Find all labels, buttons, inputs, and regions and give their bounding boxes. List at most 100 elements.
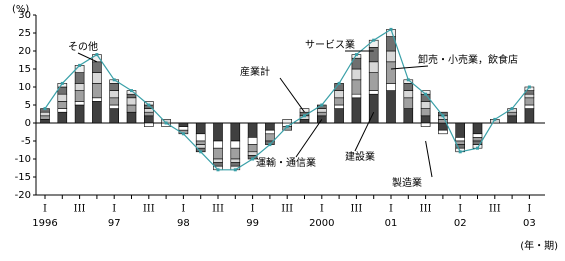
bar-segment bbox=[195, 133, 206, 142]
y-unit: (%) bbox=[12, 4, 29, 15]
series-label: 建設業 bbox=[345, 150, 375, 163]
x-tick-label: I bbox=[320, 204, 324, 215]
bar-segment bbox=[438, 129, 448, 135]
total-marker bbox=[389, 27, 393, 31]
bar-segment bbox=[126, 97, 137, 106]
bar-segment bbox=[368, 90, 379, 95]
bar-segment bbox=[230, 158, 241, 163]
x-tick-label: I bbox=[458, 204, 462, 215]
total-marker bbox=[130, 89, 133, 93]
x-year-label: 2000 bbox=[309, 218, 334, 229]
bar-segment bbox=[420, 122, 431, 127]
bar-segment bbox=[420, 108, 431, 117]
bar-segment bbox=[403, 108, 414, 124]
total-marker bbox=[43, 107, 47, 111]
total-marker bbox=[372, 38, 376, 42]
bar-segment bbox=[230, 140, 241, 149]
bar-segment bbox=[351, 97, 362, 124]
bar-segment bbox=[74, 90, 85, 102]
bar-segment bbox=[455, 137, 466, 142]
bar-segment bbox=[334, 108, 344, 124]
bar-segment bbox=[57, 111, 68, 124]
bar-segment bbox=[144, 111, 154, 117]
y-tick-label: 0 bbox=[25, 118, 31, 129]
bar-segment bbox=[334, 90, 344, 99]
bar-segment bbox=[403, 97, 414, 109]
bar-segment bbox=[351, 93, 362, 99]
label-arrow bbox=[390, 65, 429, 70]
bar-segment bbox=[368, 72, 379, 91]
bar-segment bbox=[334, 104, 344, 109]
bar-segment bbox=[144, 122, 154, 127]
x-tick-label: III bbox=[350, 204, 362, 215]
bar-segment bbox=[213, 147, 223, 160]
bar-segment bbox=[195, 140, 206, 145]
y-tick-label: -20 bbox=[15, 190, 31, 201]
bar-segment bbox=[74, 101, 85, 106]
bar-segment bbox=[109, 97, 119, 106]
total-marker bbox=[216, 168, 220, 172]
bar-segment bbox=[403, 90, 414, 99]
total-marker bbox=[493, 117, 497, 121]
total-marker bbox=[78, 63, 82, 67]
series-label: 産業計 bbox=[240, 65, 270, 78]
x-year-label: 99 bbox=[246, 218, 259, 229]
series-label: サービス業 bbox=[305, 38, 355, 51]
bar-segment bbox=[438, 122, 448, 131]
y-tick-label: -10 bbox=[15, 154, 31, 165]
x-tick-label: III bbox=[489, 204, 501, 215]
x-year-label: 02 bbox=[454, 218, 467, 229]
bar-segment bbox=[524, 97, 535, 106]
total-marker bbox=[320, 103, 324, 107]
total-marker bbox=[251, 157, 255, 161]
x-year-label: 98 bbox=[177, 218, 190, 229]
total-marker bbox=[527, 85, 531, 89]
x-tick-label: I bbox=[527, 204, 531, 215]
bar-segment bbox=[386, 90, 396, 124]
bar-segment bbox=[92, 61, 102, 73]
bar-segment bbox=[178, 126, 189, 131]
bar-segment bbox=[334, 97, 344, 106]
bar-segment bbox=[109, 83, 119, 91]
bar-segment bbox=[524, 93, 535, 99]
total-marker bbox=[458, 150, 462, 154]
total-marker bbox=[354, 53, 358, 57]
total-marker bbox=[406, 78, 410, 82]
bar-segment bbox=[57, 108, 68, 113]
label-arrow bbox=[425, 140, 433, 178]
bar-segment bbox=[420, 101, 431, 109]
bar-segment bbox=[74, 72, 85, 84]
total-marker bbox=[199, 150, 203, 154]
y-tick-label: 10 bbox=[18, 82, 31, 93]
bar-segment bbox=[57, 101, 68, 109]
y-tick-label: 20 bbox=[18, 46, 31, 57]
bar-segment bbox=[109, 104, 119, 109]
bar-segment bbox=[247, 151, 258, 156]
bar-segment bbox=[316, 111, 327, 117]
x-tick-label: III bbox=[420, 204, 432, 215]
bar-segment bbox=[213, 140, 223, 149]
bar-segment bbox=[109, 90, 119, 99]
bar-segment bbox=[247, 137, 258, 145]
series-label: その他 bbox=[68, 40, 98, 53]
total-marker bbox=[60, 81, 64, 85]
bar-segment bbox=[316, 108, 327, 113]
label-arrow bbox=[354, 111, 375, 152]
bar-segment bbox=[265, 133, 275, 142]
series-label: 卸売・小売業，飲食店 bbox=[418, 53, 518, 66]
y-tick-label: 5 bbox=[25, 100, 31, 111]
total-marker bbox=[95, 53, 99, 57]
label-arrow bbox=[77, 52, 98, 63]
bar-segment bbox=[230, 147, 241, 160]
bar-segment bbox=[472, 122, 483, 135]
x-tick-label: I bbox=[389, 204, 393, 215]
y-tick-label: 30 bbox=[18, 10, 31, 21]
total-marker bbox=[268, 143, 272, 147]
total-marker bbox=[303, 114, 306, 118]
x-tick-label: III bbox=[212, 204, 224, 215]
bar-segment bbox=[126, 111, 137, 124]
total-marker bbox=[424, 92, 428, 96]
x-tick-label: I bbox=[112, 204, 116, 215]
bar-segment bbox=[40, 115, 50, 120]
